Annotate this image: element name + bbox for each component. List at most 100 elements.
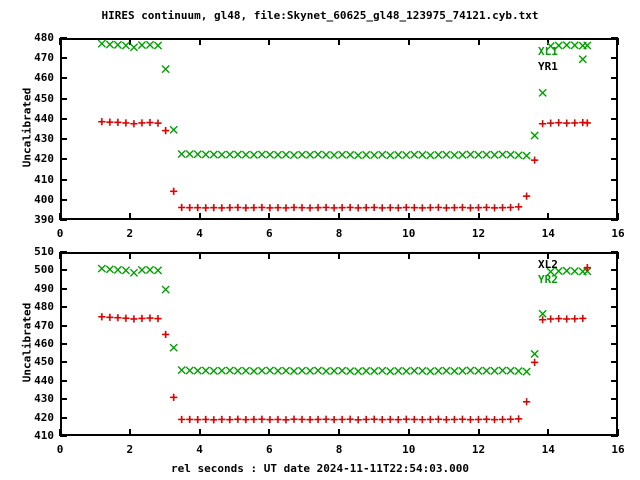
upper-y-tick-right — [611, 198, 618, 201]
lower-x-tick — [617, 429, 619, 436]
upper-x-tick-label: 2 — [126, 227, 134, 240]
upper-y-tick-label: 390 — [34, 213, 54, 226]
lower-y-tick-label: 430 — [34, 392, 54, 406]
x-axis-caption: rel seconds : UT date 2024-11-11T22:54:0… — [170, 462, 469, 475]
upper-y-tick-right — [611, 97, 618, 100]
lower-y-tick-label: 510 — [34, 245, 54, 258]
lower-y-tick-right — [611, 379, 618, 382]
upper-x-tick-top — [338, 38, 340, 45]
upper-x-tick — [477, 213, 480, 220]
upper-y-tick-label: 430 — [34, 132, 54, 146]
upper-y-tick-right — [611, 77, 618, 80]
upper-y-tick — [60, 158, 67, 161]
lower-x-tick-top — [547, 252, 550, 259]
lower-y-tick — [60, 416, 67, 419]
lower-x-tick — [477, 429, 480, 436]
upper-y-tick — [60, 77, 67, 80]
upper-x-tick-label: 0 — [56, 227, 64, 240]
lower-y-tick — [60, 306, 67, 309]
lower-x-tick-top — [198, 252, 201, 259]
upper-y-tick-right — [611, 117, 618, 120]
lower-x-tick-top — [268, 252, 271, 259]
upper-x-tick — [268, 213, 271, 220]
upper-y-tick — [60, 198, 67, 201]
lower-x-tick-top — [477, 252, 480, 259]
upper-x-tick — [198, 213, 201, 220]
lower-y-tick — [60, 398, 67, 401]
lower-x-tick — [59, 429, 61, 436]
upper-y-tick-label: 440 — [34, 111, 54, 125]
x-tick-label: 14 — [541, 443, 555, 456]
upper-x-tick-top — [268, 38, 271, 45]
upper-x-tick-top — [477, 38, 480, 45]
lower-y-tick — [60, 435, 67, 437]
lower-y-tick-label: 420 — [34, 410, 54, 424]
upper-y-tick-right — [611, 219, 618, 221]
upper-x-tick — [59, 213, 61, 220]
upper-y-tick-label: 400 — [34, 192, 54, 206]
lower-y-tick-right — [611, 269, 618, 272]
upper-y-tick-label: 480 — [34, 31, 54, 44]
lower-y-tick-right — [611, 287, 618, 290]
x-tick-label: 4 — [196, 443, 203, 456]
upper-y-tick-right — [611, 158, 618, 161]
lower-y-tick-label: 450 — [34, 355, 54, 369]
lower-y-tick — [60, 324, 67, 327]
lower-x-tick-top — [338, 252, 340, 259]
upper-x-tick — [547, 213, 550, 220]
lower-x-tick-top — [59, 252, 61, 259]
lower-y-tick-right — [611, 251, 618, 253]
lower-x-tick-top — [617, 252, 619, 259]
upper-y-tick-right — [611, 37, 618, 39]
lower-y-tick-right — [611, 306, 618, 309]
lower-x-tick-top — [128, 252, 131, 259]
lower-plot-frame — [60, 252, 618, 436]
lower-y-tick-label: 410 — [34, 429, 54, 442]
lower-y-tick-right — [611, 324, 618, 327]
upper-y-tick-label: 410 — [34, 172, 54, 186]
upper-y-tick-label: 420 — [34, 152, 54, 166]
upper-y-tick-label: 450 — [34, 91, 54, 105]
upper-x-tick-label: 6 — [265, 227, 273, 240]
upper-x-tick-label: 16 — [611, 227, 625, 240]
upper-y-tick — [60, 97, 67, 100]
upper-plot-frame — [60, 38, 618, 220]
upper-x-tick — [407, 213, 410, 220]
lower-y-tick-right — [611, 398, 618, 401]
lower-y-tick — [60, 287, 67, 290]
legend-item-yr1: YR1 — [538, 60, 558, 73]
upper-x-tick-top — [407, 38, 410, 45]
lower-y-tick-label: 480 — [34, 300, 54, 314]
upper-x-tick-label: 4 — [196, 227, 203, 240]
lower-x-tick-top — [407, 252, 410, 259]
upper-y-tick-right — [611, 138, 618, 141]
upper-x-tick-top — [198, 38, 201, 45]
upper-y-tick — [60, 138, 67, 141]
lower-y-tick-label: 440 — [34, 373, 54, 387]
lower-y-tick — [60, 269, 67, 272]
lower-y-tick — [60, 343, 67, 345]
upper-x-tick — [617, 213, 619, 220]
x-tick-label: 2 — [126, 443, 134, 456]
lower-y-tick-label: 470 — [34, 318, 54, 332]
legend-item-xl2: XL2 — [538, 258, 558, 271]
upper-y-tick — [60, 178, 67, 181]
upper-x-tick-top — [128, 38, 131, 45]
lower-y-tick-label: 500 — [34, 263, 54, 277]
lower-y-tick-label: 490 — [34, 281, 54, 295]
lower-x-tick — [128, 429, 131, 436]
upper-x-tick-top — [617, 38, 619, 45]
upper-x-tick-top — [547, 38, 550, 45]
x-tick-label: 10 — [402, 443, 416, 456]
upper-y-tick-label: 470 — [34, 51, 54, 65]
lower-x-tick — [547, 429, 550, 436]
x-tick-label: 8 — [335, 443, 343, 456]
lower-y-tick-right — [611, 361, 618, 364]
lower-y-tick-right — [611, 416, 618, 419]
upper-y-tick — [60, 117, 67, 120]
